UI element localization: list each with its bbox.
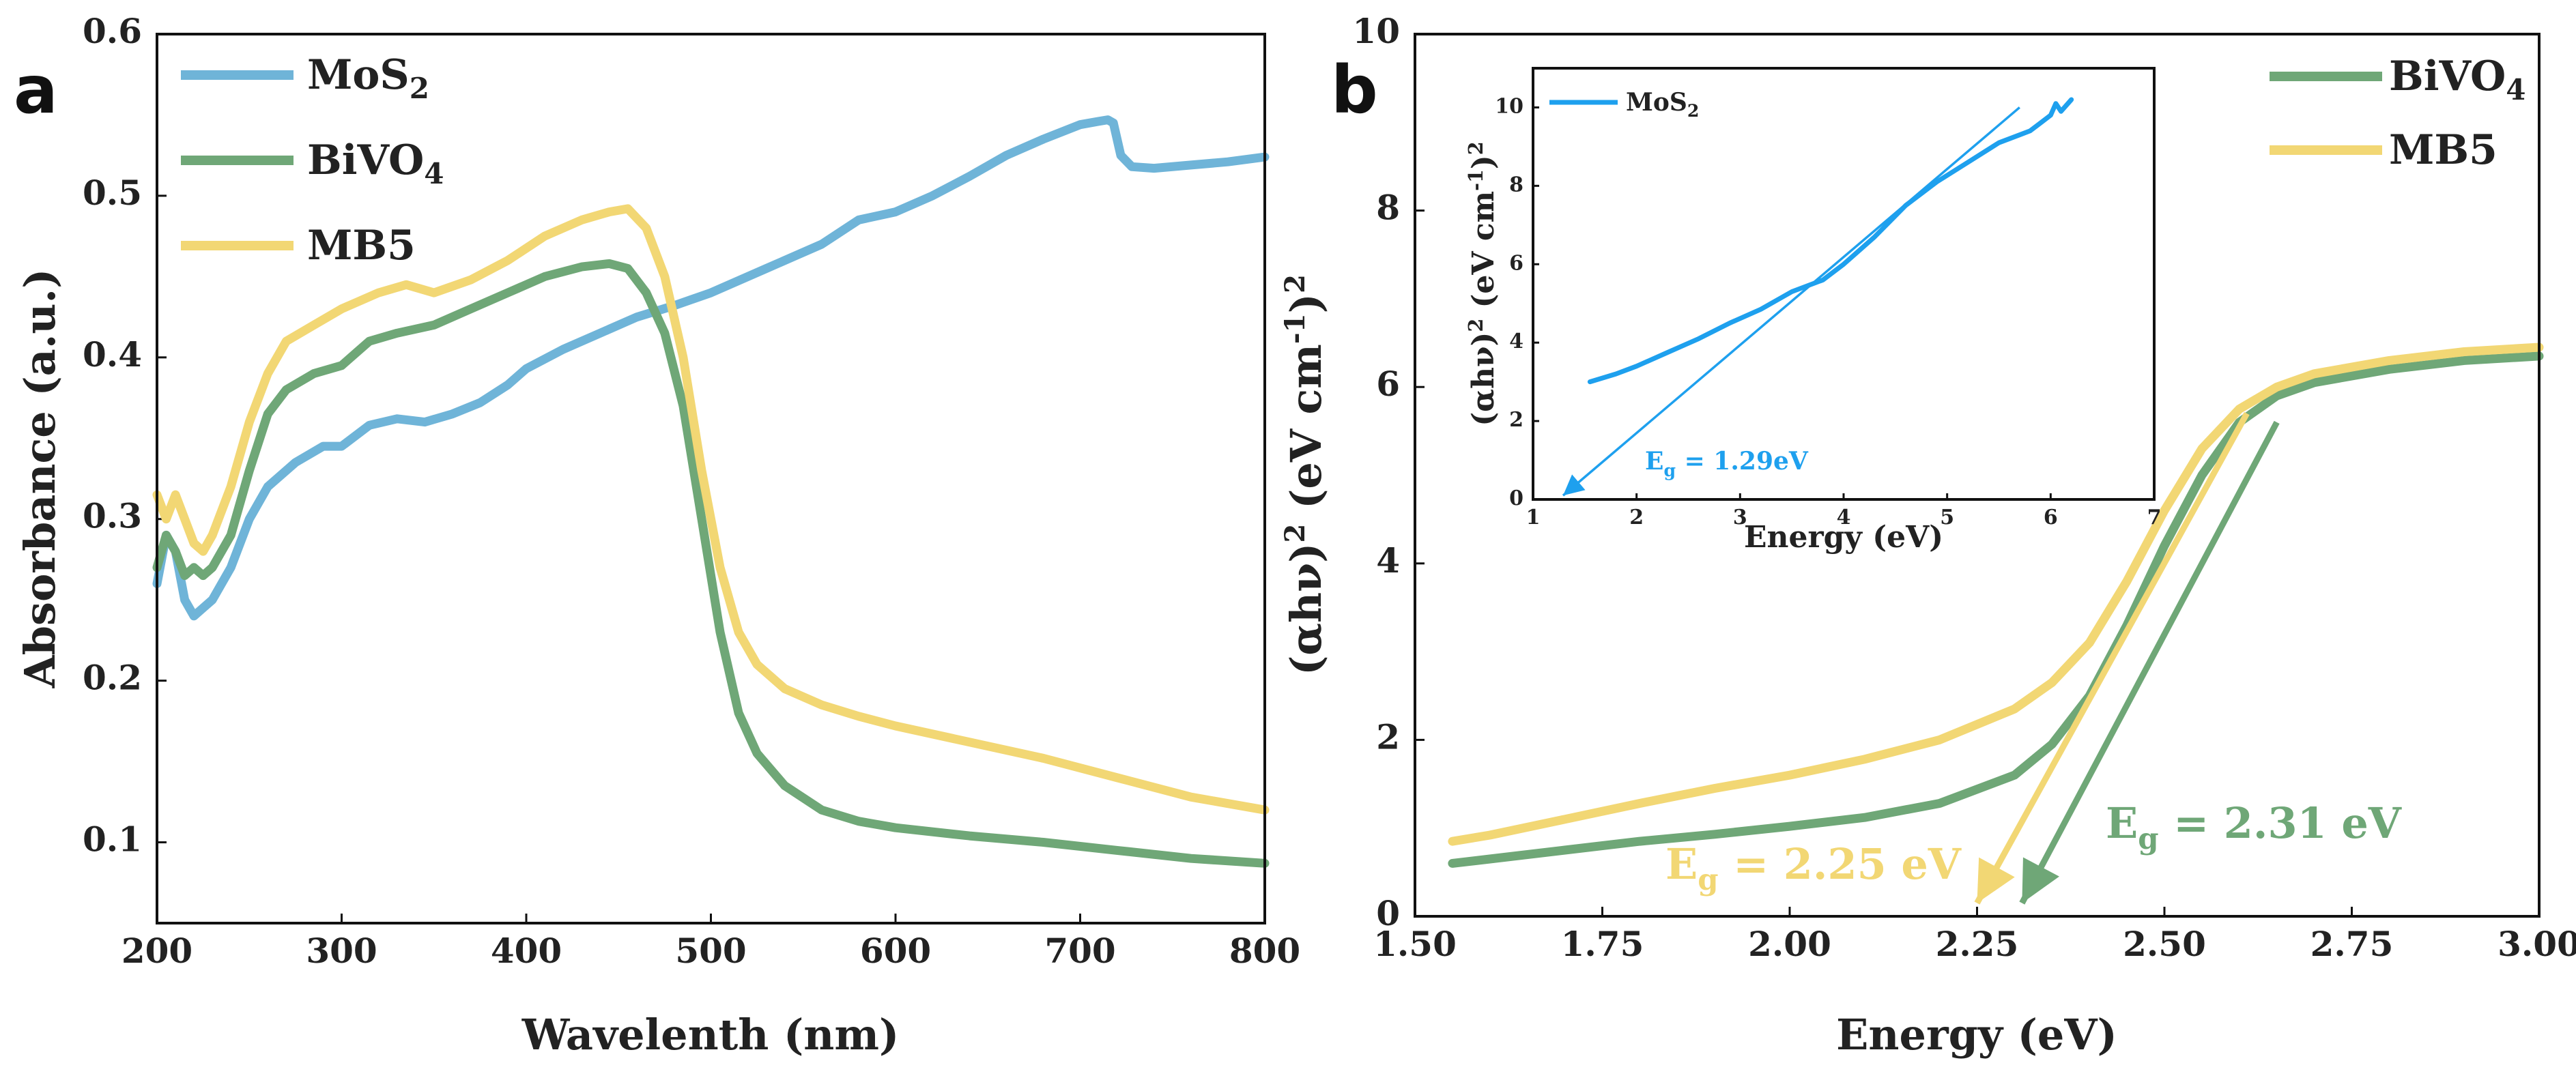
- inset-x-tick-label: 4: [1837, 506, 1851, 529]
- panel-a-series-mos2: [152, 115, 1270, 621]
- panel-b-series: [1448, 343, 2544, 868]
- panel-b-tangent-bivo4: [2019, 420, 2280, 905]
- panel-b-series-bivo4: [1448, 351, 2544, 868]
- panel-b-legend-label: BiVO4: [2389, 53, 2526, 106]
- panel-b-legend: BiVO4 MB5: [2270, 53, 2526, 174]
- inset-y-tick-label: 10: [1495, 94, 1523, 118]
- panel-a-series: [152, 115, 1270, 868]
- panel-a-chart: a 200 300 400 500 600 700 800 0.1 0.2 0.3 0.4 0.5 0.…: [14, 11, 1300, 1060]
- panel-b-x-tick-label: 1.75: [1561, 924, 1644, 964]
- panel-a-y-tick-label: 0.5: [83, 173, 142, 213]
- panel-b-letter: b: [1331, 52, 1378, 128]
- inset-y-tick-label: 2: [1509, 408, 1523, 432]
- inset-y-axis-label-text: (αhν)2 (eV cm-1)2: [1464, 141, 1501, 426]
- panel-a-x-tick-label: 300: [306, 931, 377, 971]
- panel-b-y-tick-label: 6: [1376, 364, 1400, 404]
- inset-y-axis-label: (αhν)2 (eV cm-1)2: [1464, 141, 1501, 426]
- panel-b-tangent-mb5-head: [1977, 857, 2015, 903]
- panel-b-x-axis-label: Energy (eV): [1836, 1010, 2117, 1060]
- inset-tangent: [1562, 106, 2020, 497]
- panel-b-y-axis-label: (αhν)2 (eV cm-1)2: [1278, 274, 1331, 675]
- inset-y-tick-label: 0: [1509, 486, 1523, 510]
- panel-b-x-tick-label: 2.75: [2310, 924, 2394, 964]
- panel-a-legend-label: MB5: [307, 222, 416, 270]
- inset-y-tick-label: 6: [1509, 251, 1523, 275]
- panel-a-legend: MoS2 BiVO4 MB5: [181, 51, 444, 270]
- panel-b-y-tick-label: 0: [1376, 893, 1400, 933]
- panel-a-x-tick-label: 800: [1229, 931, 1300, 971]
- panel-b-x-tick-label: 3.00: [2498, 924, 2576, 964]
- panel-a-series-mb5: [152, 204, 1270, 815]
- panel-a-x-tick-label: 600: [860, 931, 931, 971]
- panel-b-x-tick-label: 1.50: [1373, 924, 1457, 964]
- panel-b-legend-label: MB5: [2389, 126, 2498, 174]
- panel-b-eg-label: Eg = 2.31 eV: [2106, 798, 2402, 856]
- inset-series: Eg = 1.29eV: [1562, 97, 2074, 497]
- panel-b-y-axis-label-text: (αhν)2 (eV cm-1)2: [1278, 274, 1331, 675]
- inset-x-axis-label: Energy (eV): [1744, 520, 1943, 555]
- panel-a-ticks: 200 300 400 500 600 700 800 0.1 0.2 0.3 0.4 0.5 0.6: [83, 11, 1300, 971]
- panel-a-y-axis-label: Absorbance (a.u.): [15, 269, 65, 689]
- inset-x-tick-label: 1: [1526, 506, 1541, 529]
- inset-background: [1533, 68, 2154, 499]
- panel-a-series-bivo4: [152, 259, 1270, 868]
- inset-x-tick-label: 5: [1940, 506, 1954, 529]
- panel-a-y-tick-label: 0.3: [83, 496, 142, 536]
- panel-a-frame: [156, 33, 1266, 924]
- inset-legend-label: MoS2: [1626, 88, 1699, 121]
- panel-a-x-tick-label: 400: [491, 931, 562, 971]
- panel-b-inset: 1 2 3 4 5 6 7 0 2 4 6 8 10 Eg = 1.29eV MoS2 Energy (…: [1464, 67, 2162, 555]
- panel-a-y-tick-label: 0.2: [83, 658, 142, 698]
- panel-a-y-tick-label: 0.1: [83, 819, 142, 860]
- panel-a-x-axis-label: Wavelenth (nm): [521, 1010, 900, 1060]
- inset-y-tick-label: 8: [1509, 173, 1523, 196]
- inset-eg-label: Eg = 1.29eV: [1645, 447, 1809, 480]
- panel-b-tangent-bivo4-head: [2022, 857, 2059, 903]
- panel-a-letter: a: [14, 52, 58, 128]
- panel-a-x-tick-label: 200: [121, 931, 192, 971]
- panel-a-legend-label: BiVO4: [307, 136, 444, 190]
- panel-b-y-tick-label: 2: [1376, 716, 1400, 757]
- panel-b-x-tick-label: 2.25: [1936, 924, 2019, 964]
- panel-a-y-tick-label: 0.6: [83, 11, 142, 51]
- inset-x-tick-label: 6: [2044, 506, 2058, 529]
- inset-series-mos2: [1587, 97, 2074, 385]
- panel-a-x-tick-label: 700: [1044, 931, 1115, 971]
- panel-b-x-tick-label: 2.00: [1748, 924, 1831, 964]
- panel-b-frame: [1414, 33, 2541, 918]
- inset-frame: [1532, 67, 2156, 501]
- panel-b-eg-label: Eg = 2.25 eV: [1665, 839, 1962, 897]
- panel-a-y-tick-label: 0.4: [83, 334, 142, 375]
- panel-a-x-tick-label: 500: [675, 931, 746, 971]
- panel-b-tangents: Eg = 2.31 eV Eg = 2.25 eV: [1665, 411, 2402, 905]
- panel-b-y-tick-label: 8: [1376, 188, 1400, 228]
- inset-y-tick-label: 4: [1509, 330, 1523, 353]
- panel-b-y-tick-label: 10: [1352, 11, 1400, 51]
- panel-b-y-tick-label: 4: [1376, 540, 1400, 581]
- inset-legend: MoS2: [1549, 88, 1699, 121]
- panel-b-x-tick-label: 2.50: [2123, 924, 2206, 964]
- inset-x-tick-label: 7: [2147, 506, 2162, 529]
- inset-x-tick-label: 2: [1629, 506, 1644, 529]
- panel-b-tangent-mb5: [1974, 411, 2250, 905]
- panel-b-series-mb5: [1448, 343, 2544, 846]
- panel-a-legend-label: MoS2: [307, 51, 429, 105]
- inset-x-tick-label: 3: [1733, 506, 1747, 529]
- inset-tangent-head: [1562, 474, 1586, 496]
